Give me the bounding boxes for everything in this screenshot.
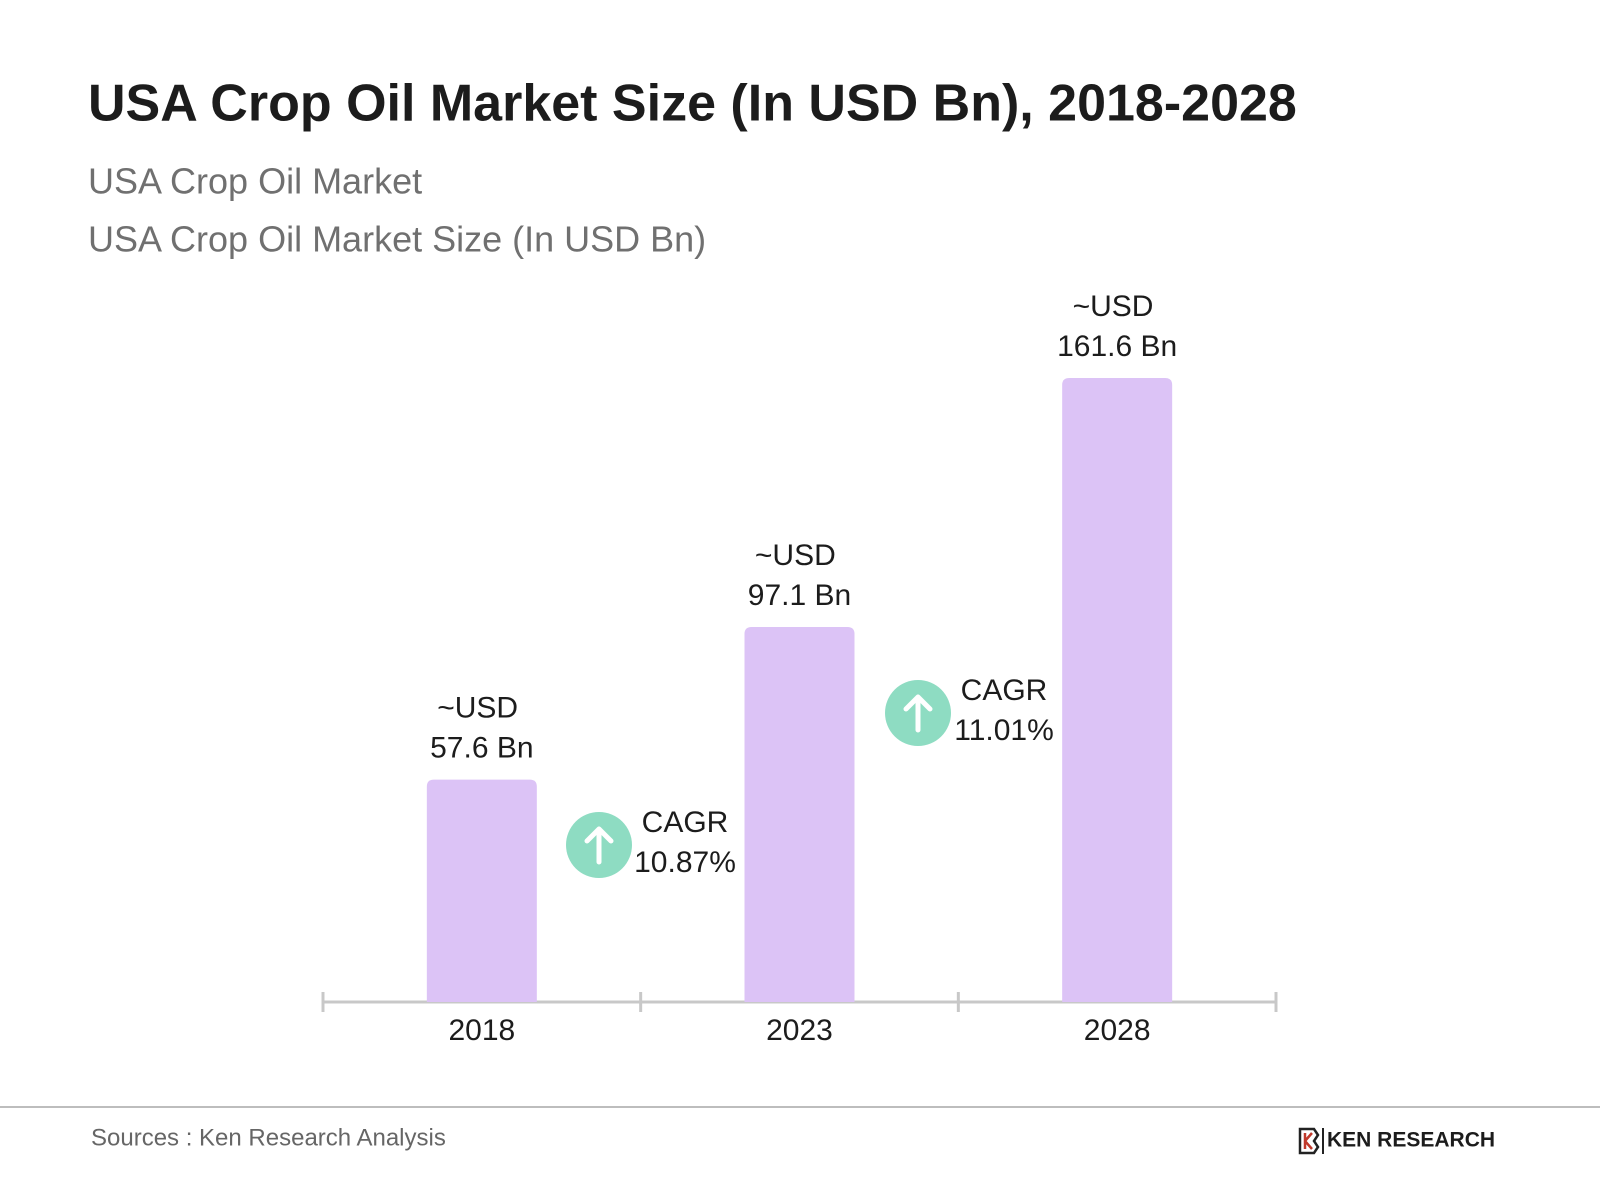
cagr-annotation: CAGR 10.87%: [566, 806, 736, 879]
plot: 2018 ~USD 57.6 Bn 2023 ~USD 97.1 Bn 2028 ~USD…: [321, 290, 1278, 1047]
x-tick-label: 2028: [1084, 1014, 1151, 1047]
cagr-arrow: [903, 694, 933, 733]
cagr-annotation: CAGR 11.01%: [885, 674, 1054, 747]
cagr-label: CAGR: [642, 806, 729, 839]
x-tick-label: 2023: [766, 1014, 833, 1047]
chart-title: USA Crop Oil Market Size (In USD Bn), 20…: [88, 75, 1297, 133]
bar: [1062, 378, 1173, 1002]
x-tick-label: 2018: [448, 1014, 515, 1047]
cagr-arrow: [584, 826, 614, 865]
bar: [744, 627, 855, 1002]
brand-logo: KEN RESEARCH: [1298, 1127, 1495, 1155]
value-label: ~USD 161.6 Bn: [1057, 290, 1177, 363]
brand: KEN RESEARCH: [1327, 1129, 1495, 1152]
cagr-value: 10.87%: [634, 846, 736, 879]
value-label: ~USD 57.6 Bn: [430, 692, 533, 765]
cagr-label: CAGR: [961, 674, 1048, 707]
subtitle: USA Crop Oil Market: [88, 161, 422, 202]
bar: [426, 779, 537, 1002]
source: Sources : Ken Research Analysis: [91, 1124, 446, 1151]
cagr-value: 11.01%: [954, 714, 1054, 747]
subtitle: USA Crop Oil Market Size (In USD Bn): [88, 219, 706, 260]
value-label: ~USD 97.1 Bn: [748, 539, 851, 612]
